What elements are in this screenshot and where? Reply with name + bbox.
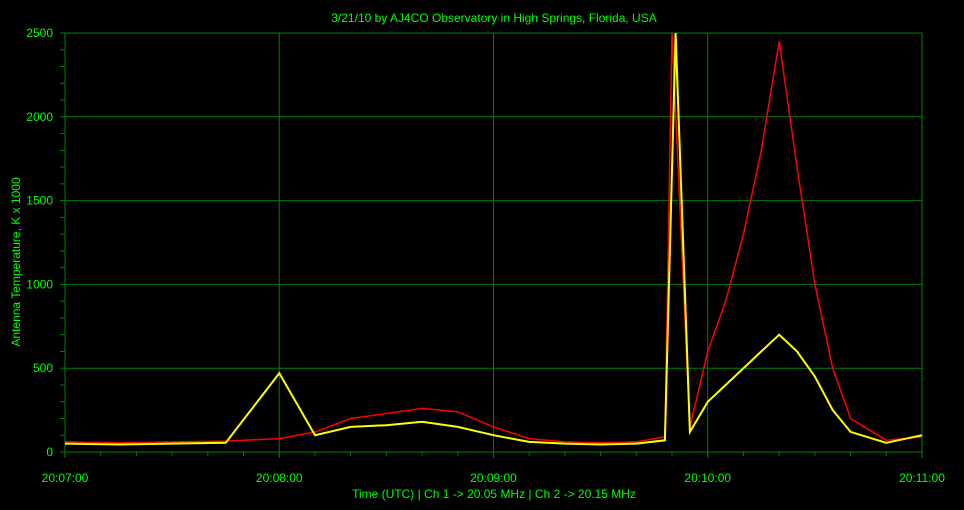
series-line-ch1 xyxy=(64,32,923,444)
x-axis-label: Time (UTC) | Ch 1 -> 20.05 MHz | Ch 2 ->… xyxy=(352,487,636,501)
x-tick-label: 20:11:00 xyxy=(899,471,945,485)
plot-area xyxy=(64,32,923,446)
y-tick-label: 2000 xyxy=(26,110,53,124)
y-tick-label: 1000 xyxy=(26,277,53,291)
x-tick-label: 20:08:00 xyxy=(256,471,303,485)
series-line-ch2 xyxy=(64,32,923,446)
y-tick-label: 500 xyxy=(33,361,53,375)
y-tick-label: 2500 xyxy=(26,26,53,40)
chart-title: 3/21/10 by AJ4CO Observatory in High Spr… xyxy=(331,11,656,25)
y-tick-label: 1500 xyxy=(26,194,53,208)
x-tick-label: 20:07:00 xyxy=(42,471,89,485)
x-tick-label: 20:10:00 xyxy=(684,471,731,485)
axes: 0 500 1000 1500 2000 2500 20:07:00 20:08:00 20:0… xyxy=(26,26,945,485)
x-tick-label: 20:09:00 xyxy=(470,471,517,485)
y-tick-label: 0 xyxy=(46,445,53,459)
y-axis-label: Antenna Temperature, K x 1000 xyxy=(9,177,23,347)
